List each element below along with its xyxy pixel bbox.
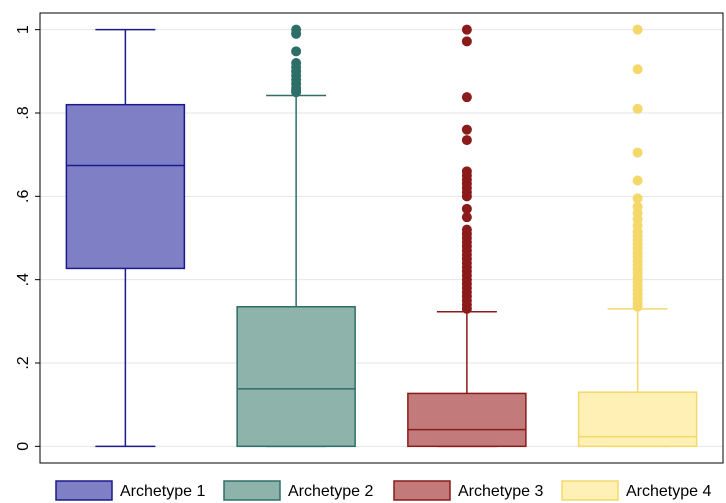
outlier-point (632, 193, 643, 204)
legend-label: Archetype 2 (288, 483, 373, 500)
legend-item: Archetype 2 (223, 480, 373, 501)
plot-area-frame (39, 12, 724, 464)
outlier-point (291, 46, 302, 57)
legend-swatch (561, 480, 619, 501)
outlier-point (461, 36, 472, 47)
outlier-point (461, 212, 472, 223)
outlier-point (291, 24, 302, 35)
outlier-point (632, 103, 643, 114)
y-tick-label: .8 (15, 106, 32, 119)
outlier-point (632, 201, 643, 212)
box-iqr (236, 306, 356, 448)
legend-swatch (55, 480, 113, 501)
box-iqr (577, 391, 698, 448)
legend-item: Archetype 3 (393, 480, 543, 501)
y-tick-label: .2 (15, 356, 32, 369)
legend: Archetype 1 Archetype 2 Archetype 3 Archety… (55, 480, 711, 501)
legend-label: Archetype 3 (458, 483, 543, 500)
legend-swatch (393, 480, 451, 501)
legend-label: Archetype 4 (626, 483, 711, 500)
outlier-point (632, 147, 643, 158)
legend-item: Archetype 4 (561, 480, 711, 501)
y-axis-ticks: 0 .2 .4 .6 .8 1 (15, 25, 40, 451)
outlier-point (461, 166, 472, 177)
y-tick-label: 1 (15, 25, 32, 34)
outlier-point (632, 64, 643, 75)
box-group (407, 24, 527, 448)
box-iqr (407, 392, 527, 448)
outlier-point (461, 203, 472, 214)
outlier-point (632, 175, 643, 186)
legend-swatch (223, 480, 281, 501)
box-series (65, 24, 698, 448)
outlier-point (461, 135, 472, 146)
y-tick-label: .6 (15, 190, 32, 203)
legend-item: Archetype 1 (55, 480, 205, 501)
outlier-point (632, 24, 643, 35)
y-tick-label: 0 (15, 442, 32, 451)
legend-label: Archetype 1 (120, 483, 205, 500)
outlier-point (291, 58, 302, 68)
outlier-point (461, 24, 472, 35)
outlier-point (461, 92, 472, 103)
box-group (65, 28, 186, 448)
outlier-point (461, 224, 472, 235)
box-group (577, 24, 698, 448)
y-tick-label: .4 (15, 273, 32, 286)
box-iqr (65, 103, 186, 270)
outlier-point (461, 124, 472, 135)
box-group (236, 24, 356, 448)
